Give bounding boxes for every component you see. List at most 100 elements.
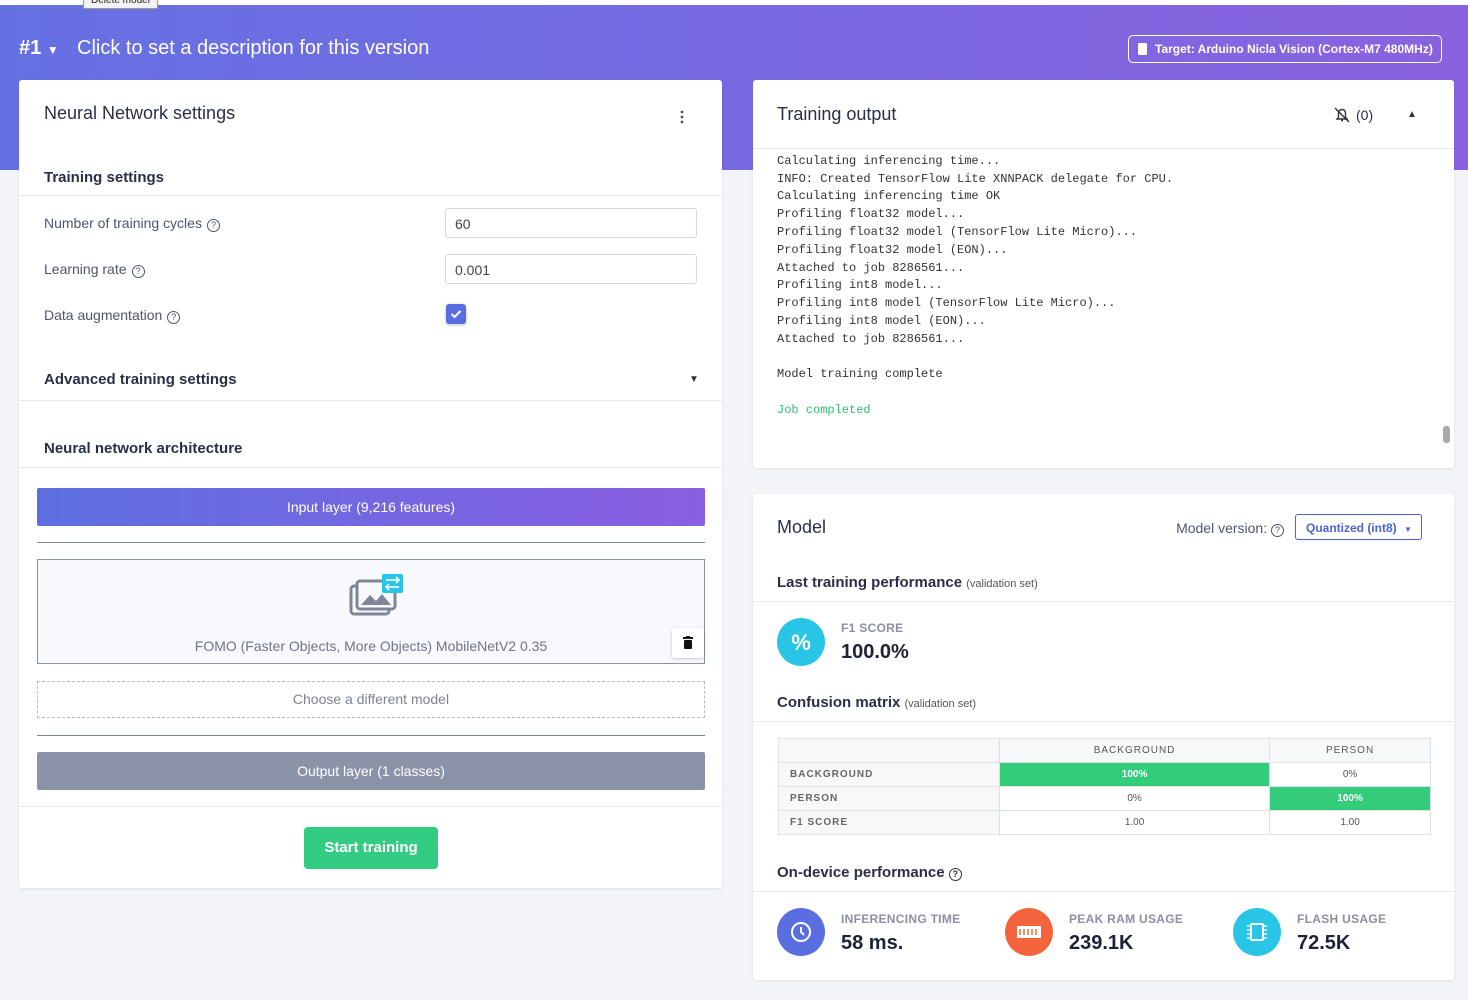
connector [37,735,705,736]
help-icon[interactable]: ? [167,311,181,324]
version-description[interactable]: Click to set a description for this vers… [77,37,430,59]
notification-count[interactable]: (0) [1356,107,1374,123]
f1-label: F1 SCORE [841,621,904,635]
model-block: FOMO (Faster Objects, More Objects) Mobi… [37,559,705,664]
log: Calculating performance metrics...Calcul… [777,149,1173,420]
scrollbar[interactable] [1443,426,1450,443]
divider [753,601,1454,602]
chip-icon [1138,43,1147,55]
metric-value: 72.5K [1297,932,1351,954]
log-status: Job completed [777,402,871,417]
training-output-card: Training output (0) ▲ Calculating perfor… [753,80,1454,468]
delete-button[interactable] [672,628,704,658]
matrix-row: PERSON 0% 100% [778,786,1431,811]
metric-label: INFERENCING TIME [841,912,961,926]
log-line: Profiling int8 model (EON)... [777,313,986,328]
field-label-text: Number of training cycles [44,215,202,231]
collapse-caret[interactable]: ▲ [1407,109,1417,120]
target-button[interactable]: Target: Arduino Nicla Vision (Cortex-M7 … [1128,35,1442,63]
section-title-text: Confusion matrix [777,694,901,711]
card-title: Model [777,517,827,537]
section-title: Training settings [44,169,165,186]
section-title-text: On-device performance [777,864,945,881]
field-label: Data augmentation? [44,307,181,324]
field-label: Number of training cycles? [44,215,220,232]
version-number[interactable]: #1 [19,37,42,59]
version-label: Model version: ? [1176,520,1284,537]
bell-off-icon[interactable] [1333,106,1351,124]
divider [19,467,722,468]
metric-value: 58 ms. [841,932,904,954]
version-dropdown[interactable]: Quantized (int8) ▼ [1295,514,1422,540]
top-strip [0,0,1468,5]
divider [19,400,722,401]
svg-text:%: % [791,630,811,655]
row-header: BACKGROUND [778,762,1000,787]
log-line: Profiling float32 model (TensorFlow Lite… [777,224,1138,239]
field-label-text: Learning rate [44,261,127,277]
checkbox[interactable] [446,304,466,324]
log-line: Model training complete [777,367,943,382]
field-input[interactable]: 60 [445,208,697,238]
column-header: BACKGROUND [998,738,1271,763]
model-card: Model Model version: ? Quantized (int8) … [753,494,1454,980]
header-row: BACKGROUND PERSON [778,738,1431,763]
log-line: Profiling int8 model (TensorFlow Lite Mi… [777,296,1116,311]
help-icon[interactable]: ? [206,219,220,232]
metric-icon-svg [777,908,825,956]
log-viewport: Calculating performance metrics...Calcul… [753,149,1441,468]
f1-value: 100.0% [841,641,909,663]
metric-label: PEAK RAM USAGE [1069,912,1184,926]
metric-icon-svg [1233,908,1281,956]
field-input[interactable]: 0.001 [445,254,697,284]
section-note: (validation set) [904,698,977,710]
output-layer[interactable]: Output layer (1 classes) [37,752,705,790]
log-line: Calculating inferencing time... [777,153,1001,168]
card-title: Neural Network settings [44,103,236,123]
expand-caret[interactable]: ▼ [689,374,699,385]
tooltip: Delete model [83,0,158,9]
log-line: Profiling float32 model (EON)... [777,242,1008,257]
target-label[interactable]: Target: Arduino Nicla Vision (Cortex-M7 … [1155,42,1433,56]
section-title-text: Last training performance [777,574,963,591]
input-layer[interactable]: Input layer (9,216 features) [37,488,705,526]
version-selector[interactable]: #1 ▼ [19,37,59,59]
metric-icon [1005,908,1053,956]
log-line: Calculating inferencing time OK [777,189,1001,204]
divider [753,891,1454,892]
section-title[interactable]: Advanced training settings [44,371,237,388]
start-training-button[interactable]: Start training [304,827,438,869]
metric-label: FLASH USAGE [1297,912,1387,926]
model-name: FOMO (Faster Objects, More Objects) Mobi… [194,638,548,654]
matrix-row: BACKGROUND 100% 0% [778,762,1431,787]
help-icon[interactable]: ? [131,265,145,278]
connector [37,542,705,543]
section-title: Last training performance (validation se… [777,574,1038,591]
section-title: On-device performance ? [777,864,962,881]
card-title: Training output [777,104,897,124]
section-title: Confusion matrix (validation set) [777,694,976,711]
matrix-cell: 0% [1269,762,1431,787]
metric-icon [777,908,825,956]
divider [753,148,1454,149]
matrix-row: F1 SCORE 1.00 1.00 [778,810,1431,835]
section-note: (validation set) [966,578,1038,590]
log-line: INFO: Created TensorFlow Lite XNNPACK de… [777,171,1174,186]
log-line: Attached to job 8286561... [777,331,965,346]
matrix-cell: 1.00 [998,810,1271,835]
log-line: Profiling int8 model... [777,278,943,293]
matrix-cell: 0% [998,786,1271,811]
matrix-cell: 100% [998,762,1271,787]
choose-model[interactable]: Choose a different model [37,681,705,718]
version-value[interactable]: Quantized (int8) [1306,521,1397,535]
f1-icon: % [777,618,825,666]
field-label: Learning rate? [44,261,145,278]
log-line: Profiling float32 model... [777,207,965,222]
row-header: PERSON [778,786,1000,811]
matrix-cell: 100% [1269,786,1431,811]
kebab-menu[interactable] [679,109,685,125]
section-title: Neural network architecture [44,440,243,457]
model-icon [349,574,403,616]
metric-icon [1233,908,1281,956]
